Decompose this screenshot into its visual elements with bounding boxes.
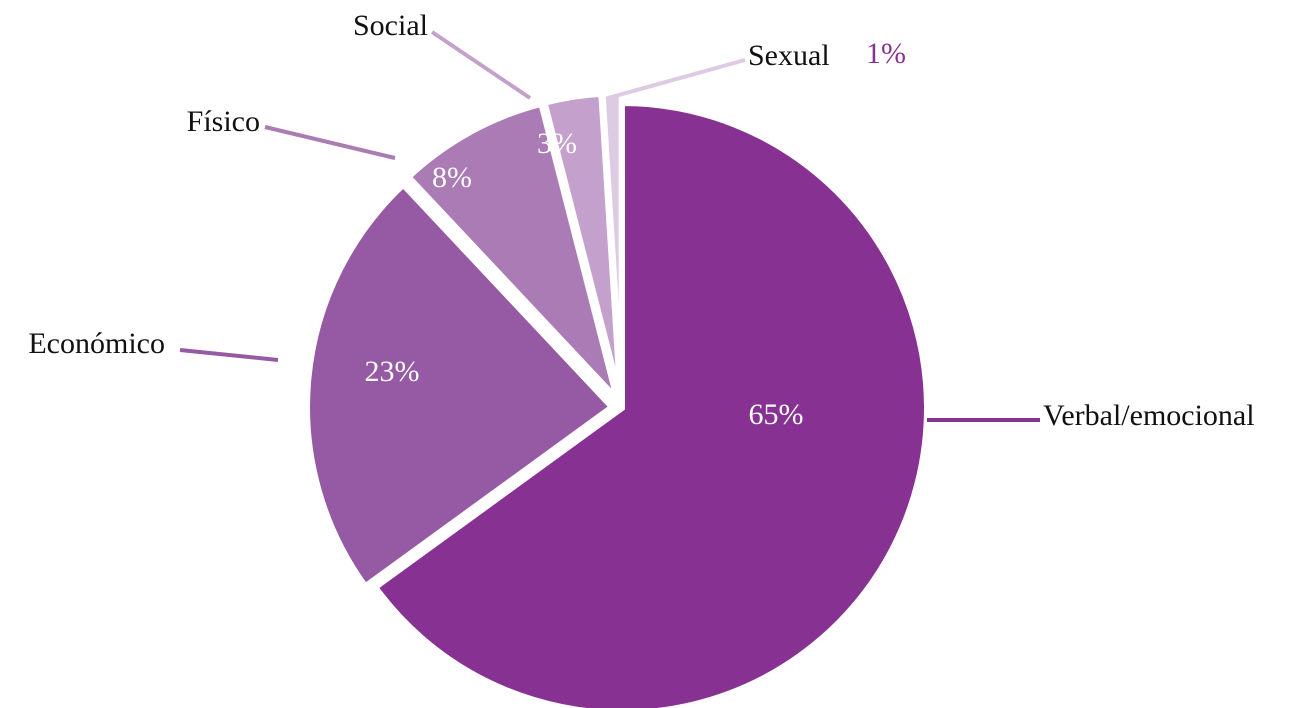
leader-line [607, 58, 746, 100]
value-label: 3% [537, 127, 577, 160]
value-label: 8% [432, 161, 472, 194]
pie-slice [404, 100, 621, 402]
value-label: 65% [749, 398, 804, 431]
category-label: Social [353, 9, 428, 42]
category-label: Económico [28, 327, 165, 360]
category-label: Sexual [748, 39, 830, 72]
value-label: 1% [866, 37, 906, 70]
category-label: Físico [187, 105, 260, 138]
pie-slice [304, 180, 617, 591]
leader-line [264, 125, 396, 160]
leader-line [430, 30, 532, 100]
value-label: 23% [365, 355, 420, 388]
category-label: Verbal/emocional [1043, 399, 1255, 432]
pie-slice [371, 99, 930, 708]
leader-line [179, 348, 279, 362]
